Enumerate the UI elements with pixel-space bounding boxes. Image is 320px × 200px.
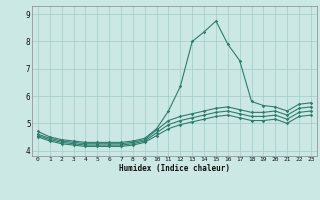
X-axis label: Humidex (Indice chaleur): Humidex (Indice chaleur): [119, 164, 230, 173]
